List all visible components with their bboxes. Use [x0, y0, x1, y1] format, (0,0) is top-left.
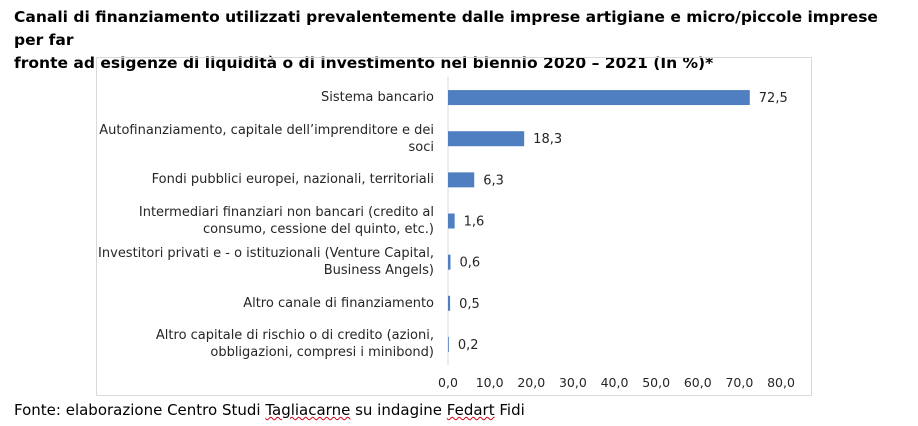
category-label: Autofinanziamento, capitale dell’imprend…	[99, 122, 434, 155]
category-label: Altro canale di finanziamento	[243, 295, 434, 311]
bar	[448, 254, 451, 270]
category-label: Altro capitale di rischio o di credito (…	[155, 328, 434, 361]
x-tick-label: 10,0	[476, 375, 504, 390]
data-label: 0,5	[459, 297, 480, 312]
source-word-fedart: Fedart	[446, 401, 495, 419]
x-tick-label: 20,0	[517, 375, 545, 390]
data-label: 18,3	[533, 132, 562, 147]
category-label: Sistema bancario	[321, 90, 434, 106]
chart-title: Canali di finanziamento utilizzati preva…	[14, 8, 878, 72]
category-label: Investitori privati e - o istituzionali …	[98, 246, 434, 279]
bar	[448, 131, 525, 147]
source-middle: su indagine	[350, 401, 447, 419]
bar	[448, 295, 451, 311]
x-tick-label: 30,0	[559, 375, 587, 390]
bar	[448, 213, 455, 229]
source-prefix: Fonte: elaborazione Centro Studi	[14, 401, 266, 419]
data-label: 1,6	[464, 215, 485, 230]
source-note: Fonte: elaborazione Centro Studi Tagliac…	[14, 401, 525, 419]
chart-area	[96, 57, 812, 396]
bar	[448, 336, 449, 352]
data-label: 6,3	[483, 173, 504, 188]
bar	[448, 90, 750, 106]
x-tick-label: 70,0	[725, 375, 753, 390]
x-tick-label: 50,0	[642, 375, 670, 390]
x-tick-label: 60,0	[684, 375, 712, 390]
source-word-tagliacarne: Tagliacarne	[265, 401, 351, 419]
data-label: 0,2	[458, 338, 479, 353]
source-suffix: Fidi	[494, 401, 525, 419]
category-label: Intermediari finanziari non bancari (cre…	[138, 205, 434, 237]
bar-chart: 72,5 18,3 6,3 1,6 0,6 0,5 0,2 0,0 10,0 20,0 30,0 40…	[438, 77, 795, 390]
x-tick-label: 80,0	[767, 375, 795, 390]
data-label: 72,5	[759, 91, 788, 106]
x-tick-label: 0,0	[438, 375, 458, 390]
bar	[448, 172, 475, 188]
data-label: 0,6	[459, 256, 480, 271]
category-label: Fondi pubblici europei, nazionali, terri…	[151, 172, 434, 188]
x-tick-label: 40,0	[601, 375, 629, 390]
